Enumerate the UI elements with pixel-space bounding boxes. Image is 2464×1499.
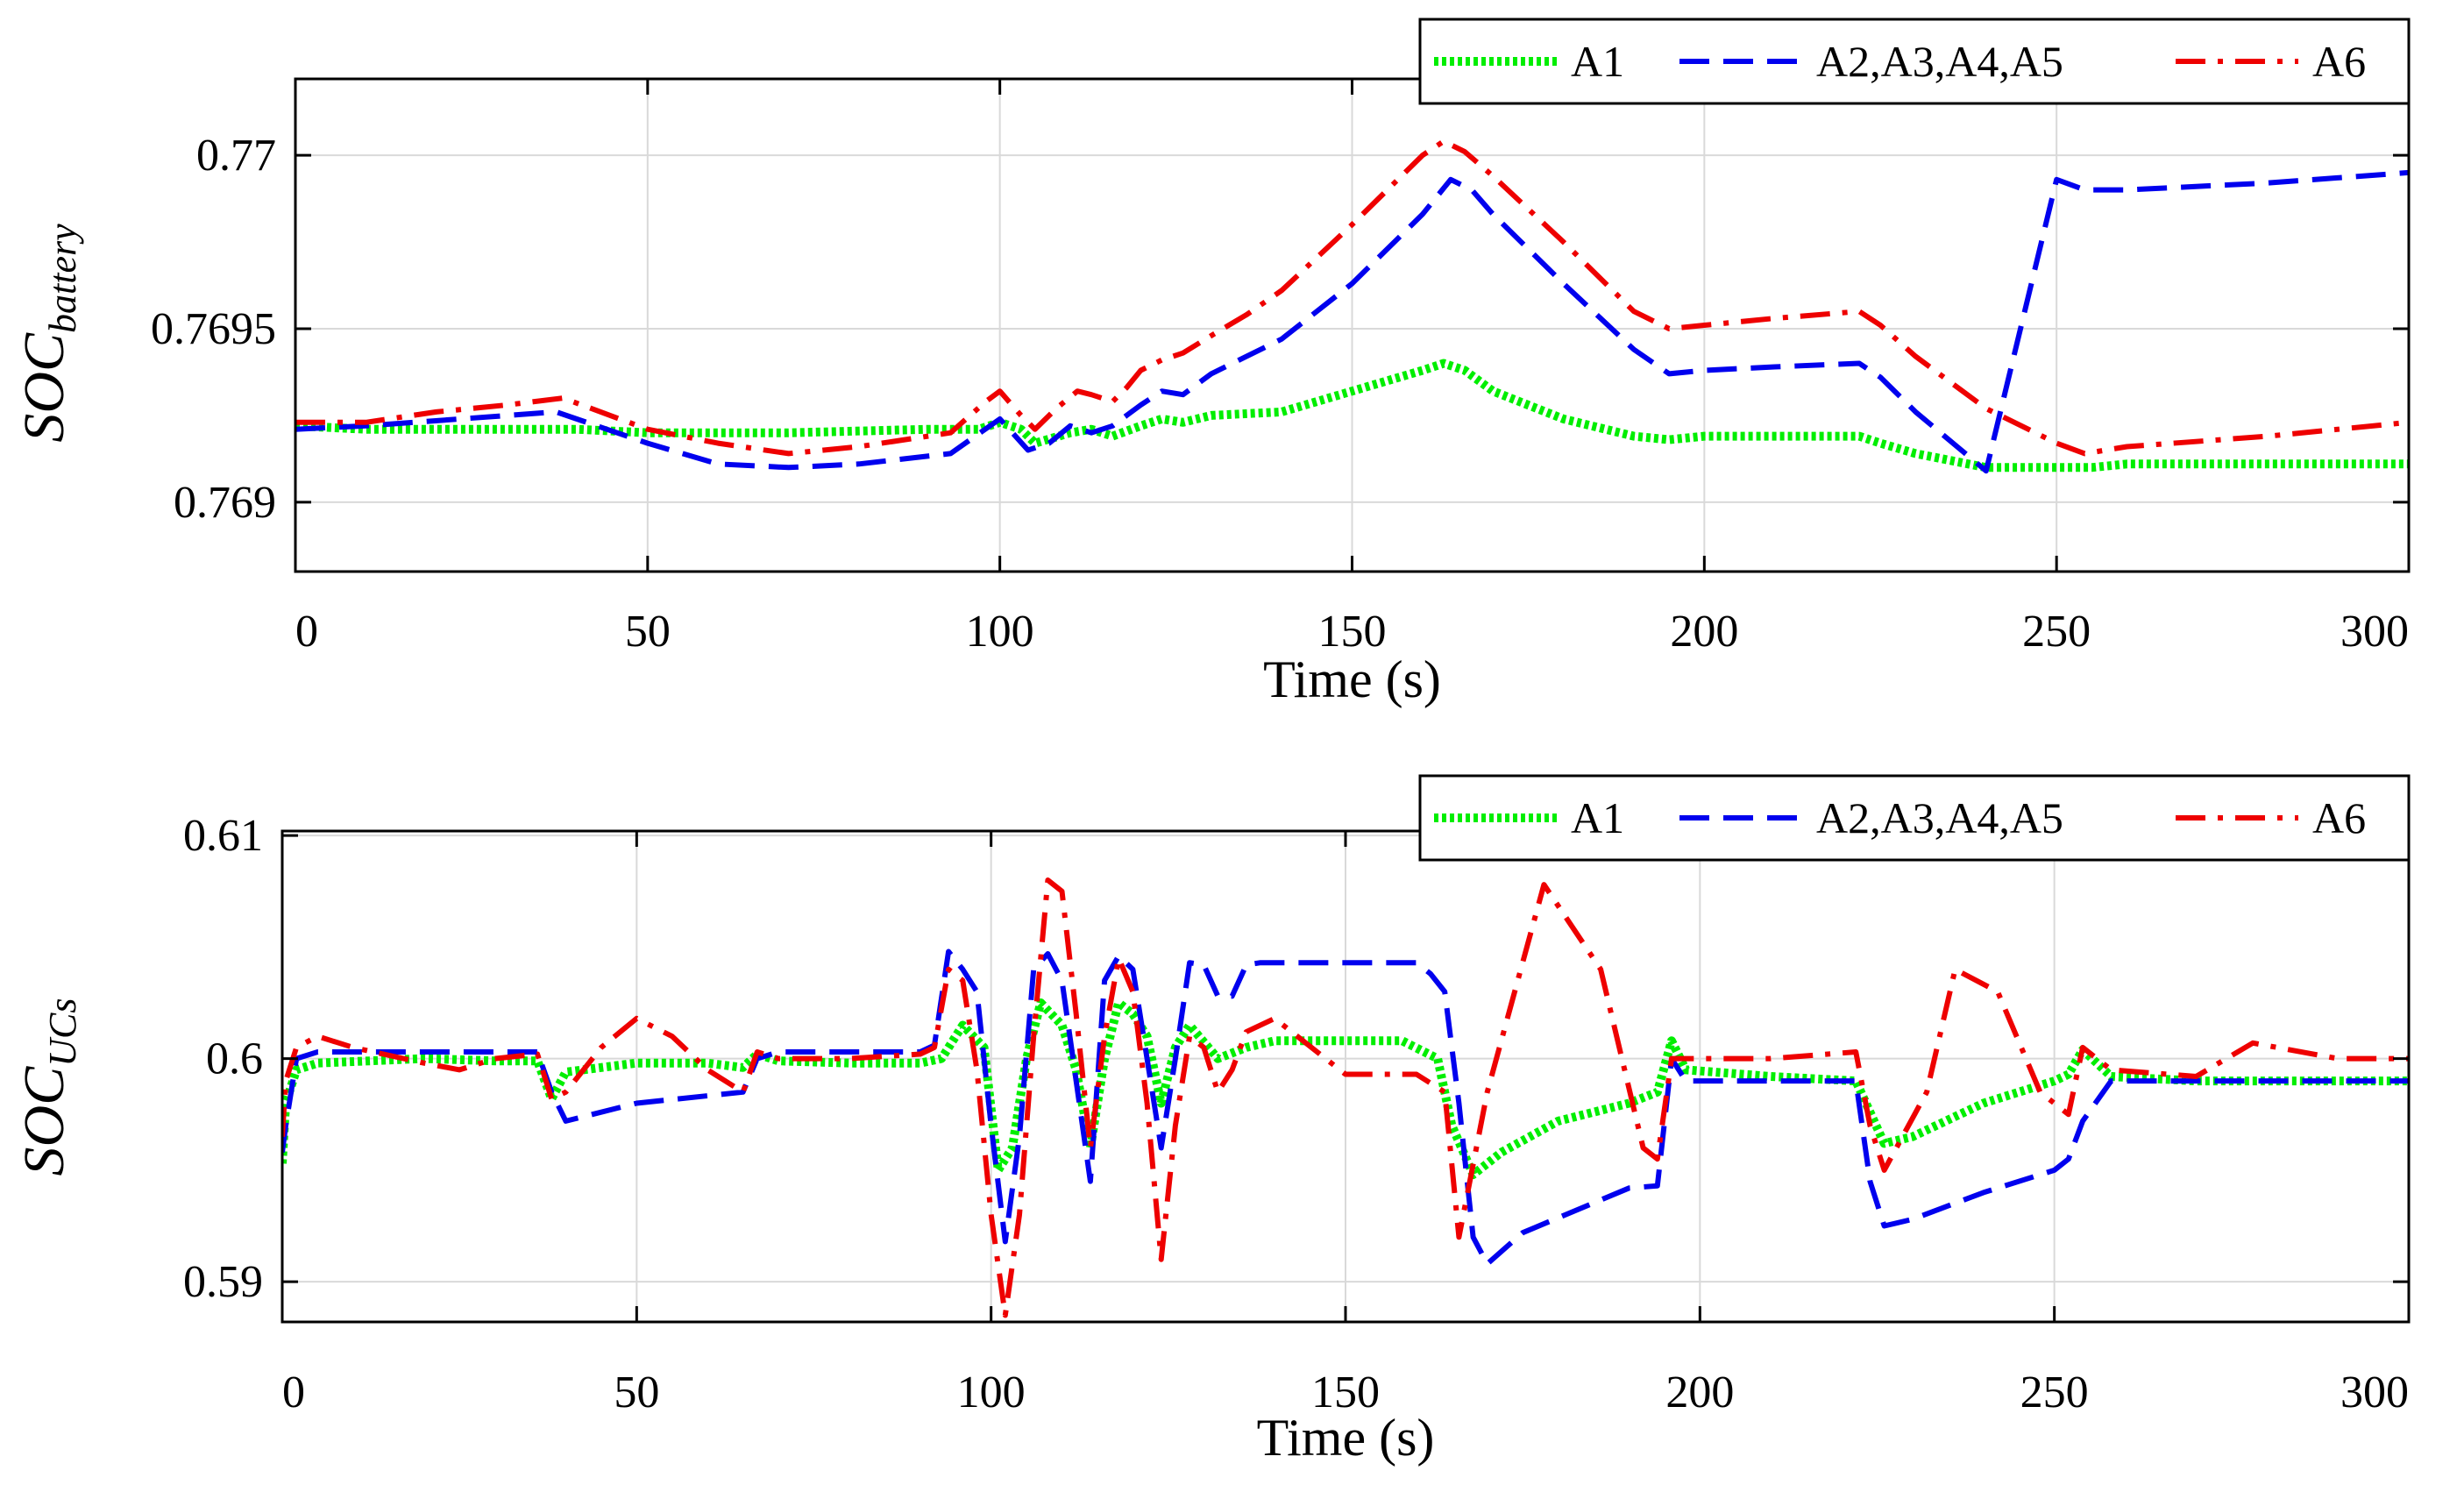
y-tick-label: 0.61 [183, 811, 263, 861]
x-tick-label: 250 [2022, 607, 2091, 657]
legend-label-3: A6 [2312, 793, 2366, 842]
chart-panel-1: 0 50 100 150 200 250 300 0.769 0.7695 0.77 Time (s… [12, 18, 2411, 708]
x-tick-label: 200 [1670, 607, 1738, 657]
series-line-a2-a3-a4-a5 [295, 169, 2409, 474]
x-axis-label: Time (s) [1257, 1409, 1435, 1467]
y-axis-label: SOCbattery [12, 224, 84, 443]
x-tick-label: 50 [625, 607, 671, 657]
y-axis-label-sub: UCs [41, 998, 84, 1067]
y-tick-label: 0.59 [183, 1257, 263, 1307]
legend: A1 A2,A3,A4,A5 A6 [1418, 774, 2411, 862]
legend-label-2: A2,A3,A4,A5 [1816, 37, 2063, 86]
y-axis-label-main: SOC [12, 332, 76, 443]
x-tick-label: 50 [614, 1368, 659, 1417]
x-tick-label: 300 [2340, 607, 2409, 657]
x-tick-label: 150 [1311, 1368, 1380, 1417]
y-tick-label: 0.77 [196, 131, 276, 181]
series-line-a1 [295, 359, 2409, 472]
x-tick-label: 0 [282, 1368, 305, 1417]
y-axis-label-main: SOC [12, 1066, 76, 1176]
y-axis-label: SOCUCs [12, 998, 84, 1176]
series-line-a6 [282, 877, 2409, 1318]
x-tick-label: 300 [2340, 1368, 2409, 1417]
y-axis-label-sub: battery [41, 224, 84, 333]
chart-panel-2: 0 50 100 150 200 250 300 0.59 0.6 0.61 Time (s) SOC… [12, 774, 2411, 1467]
y-tick-label: 0.7695 [151, 304, 276, 354]
y-tick-label: 0.6 [206, 1034, 263, 1084]
x-tick-label: 250 [2020, 1368, 2089, 1417]
x-tick-label: 100 [966, 607, 1034, 657]
x-tick-label: 150 [1318, 607, 1387, 657]
x-axis-label: Time (s) [1263, 650, 1441, 708]
legend-label-1: A1 [1571, 37, 1624, 86]
legend-label-2: A2,A3,A4,A5 [1816, 793, 2063, 842]
legend: A1 A2,A3,A4,A5 A6 [1418, 18, 2411, 105]
legend-label-1: A1 [1571, 793, 1624, 842]
x-tick-label: 200 [1665, 1368, 1734, 1417]
y-tick-label: 0.769 [174, 478, 276, 528]
series-line-a1 [282, 998, 2409, 1179]
x-tick-label: 100 [957, 1368, 1026, 1417]
legend-label-3: A6 [2312, 37, 2366, 86]
x-tick-label: 0 [295, 607, 318, 657]
series-line-a6 [295, 139, 2409, 457]
